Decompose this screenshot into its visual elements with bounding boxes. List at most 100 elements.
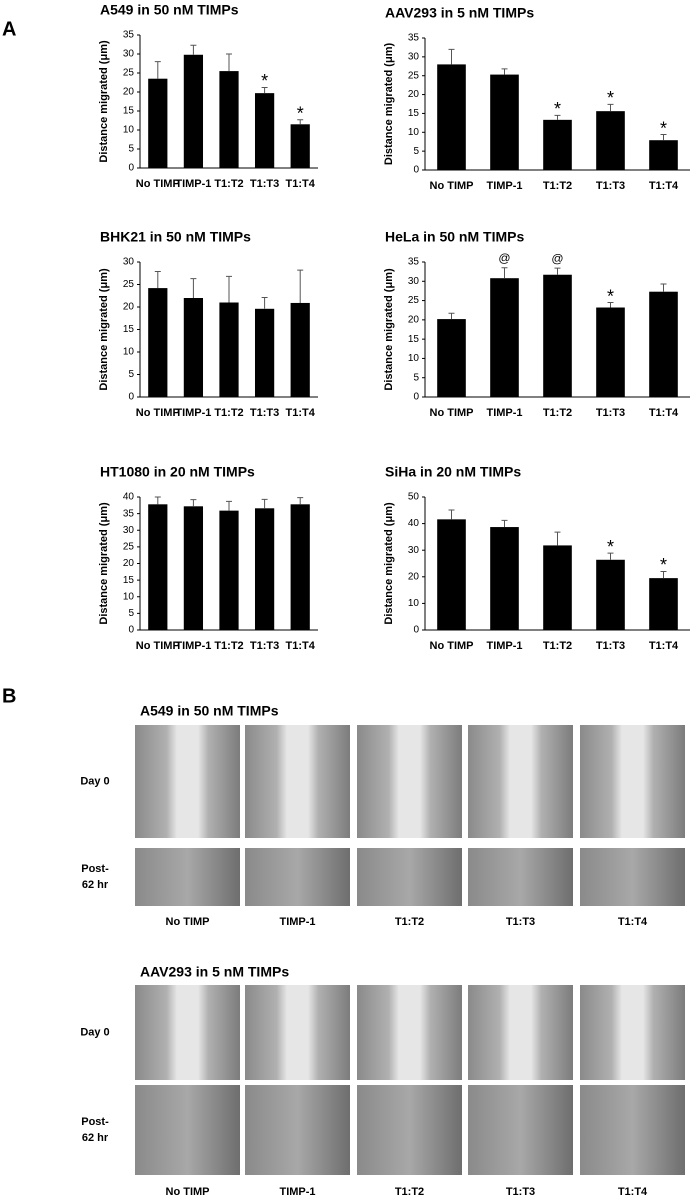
- chart-title: SiHa in 20 nM TIMPs: [385, 464, 521, 480]
- bar: [254, 93, 275, 168]
- x-tick-label: TIMP-1: [486, 180, 522, 192]
- y-tick-label: 5: [413, 146, 419, 157]
- y-tick-label: 0: [413, 165, 419, 176]
- error-bar: [297, 119, 304, 125]
- x-tick-label: T1:T2: [543, 407, 572, 419]
- x-tick-label: T1:T3: [596, 640, 625, 652]
- x-tick-label: T1:T2: [543, 180, 572, 192]
- error-bar: [660, 283, 667, 292]
- y-tick-label: 40: [123, 492, 135, 503]
- y-tick-label: 10: [408, 127, 420, 138]
- chart-title: BHK21 in 50 nM TIMPs: [100, 229, 251, 245]
- y-tick-label: 10: [123, 591, 135, 602]
- error-bar: [297, 497, 304, 505]
- error-bar: [190, 499, 197, 507]
- y-tick-label: 10: [123, 347, 135, 358]
- error-bar: [607, 103, 614, 112]
- micrograph: [245, 985, 350, 1080]
- significance-mark: *: [261, 71, 268, 91]
- bar: [490, 278, 519, 397]
- y-tick-label: 15: [123, 575, 135, 586]
- x-tick-label: No TIMP: [136, 407, 180, 419]
- y-tick-label: 35: [123, 30, 135, 41]
- error-bar: [297, 269, 304, 303]
- y-tick-label: 15: [408, 334, 420, 345]
- significance-mark: *: [607, 88, 614, 108]
- error-bar: [607, 302, 614, 308]
- bar: [148, 504, 168, 630]
- micrograph: [580, 985, 685, 1080]
- significance-mark: *: [554, 99, 561, 119]
- bar: [437, 319, 466, 397]
- column-label: No TIMP: [166, 1186, 210, 1198]
- row-label: Post-: [81, 863, 109, 875]
- x-tick-label: TIMP-1: [486, 640, 522, 652]
- micrograph: [468, 1085, 573, 1175]
- y-tick-label: 25: [123, 68, 135, 79]
- column-label: T1:T2: [395, 1186, 424, 1198]
- y-tick-label: 30: [123, 525, 135, 536]
- x-tick-label: T1:T4: [649, 180, 679, 192]
- bar: [219, 510, 239, 630]
- y-tick-label: 35: [408, 33, 420, 44]
- bar: [437, 64, 466, 170]
- y-tick-label: 25: [123, 542, 135, 553]
- bar: [148, 288, 168, 397]
- x-tick-label: T1:T3: [250, 178, 279, 190]
- x-tick-label: TIMP-1: [175, 178, 211, 190]
- y-axis-label: Distance migrated (μm): [383, 43, 395, 166]
- bar: [649, 140, 678, 170]
- bar: [596, 307, 625, 397]
- panel-label: A: [2, 18, 16, 40]
- error-bar: [660, 570, 667, 579]
- micrograph: [580, 1085, 685, 1175]
- column-label: No TIMP: [166, 916, 210, 928]
- y-tick-label: 25: [408, 70, 420, 81]
- y-axis-label: Distance migrated (μm): [98, 268, 110, 391]
- y-tick-label: 40: [408, 518, 420, 529]
- bar: [596, 559, 625, 630]
- y-tick-label: 20: [123, 558, 135, 569]
- micrograph: [135, 725, 240, 838]
- y-tick-label: 0: [128, 163, 134, 174]
- x-tick-label: T1:T2: [214, 178, 243, 190]
- bar: [148, 78, 168, 168]
- row-label: Post-: [81, 1116, 109, 1128]
- micrograph: [468, 848, 573, 906]
- x-tick-label: T1:T4: [649, 640, 679, 652]
- y-tick-label: 10: [408, 353, 420, 364]
- micrograph: [135, 848, 240, 906]
- y-tick-label: 30: [408, 545, 420, 556]
- error-bar: [554, 267, 561, 275]
- y-tick-label: 15: [123, 324, 135, 335]
- error-bar: [501, 68, 508, 75]
- y-tick-label: 15: [123, 106, 135, 117]
- x-tick-label: T1:T2: [214, 407, 243, 419]
- error-bar: [154, 496, 161, 505]
- bar: [183, 54, 204, 169]
- y-tick-label: 0: [413, 625, 419, 636]
- x-tick-label: T1:T4: [286, 640, 316, 652]
- column-label: TIMP-1: [279, 1186, 315, 1198]
- x-tick-label: T1:T2: [543, 640, 572, 652]
- bar: [254, 308, 275, 397]
- panel-title: A549 in 50 nM TIMPs: [140, 703, 279, 719]
- row-label: 62 hr: [82, 1132, 109, 1144]
- x-tick-label: T1:T4: [286, 178, 316, 190]
- error-bar: [607, 552, 614, 560]
- bar: [543, 119, 572, 170]
- y-tick-label: 25: [408, 295, 420, 306]
- y-tick-label: 30: [408, 276, 420, 287]
- significance-mark: @: [551, 251, 563, 265]
- y-tick-label: 20: [123, 87, 135, 98]
- y-tick-label: 30: [408, 51, 420, 62]
- error-bar: [261, 297, 268, 309]
- bar: [490, 527, 519, 630]
- error-bar: [154, 270, 161, 289]
- y-tick-label: 0: [128, 625, 134, 636]
- x-tick-label: T1:T4: [649, 407, 679, 419]
- x-tick-label: No TIMP: [430, 180, 474, 192]
- error-bar: [261, 86, 268, 94]
- micrograph: [580, 848, 685, 906]
